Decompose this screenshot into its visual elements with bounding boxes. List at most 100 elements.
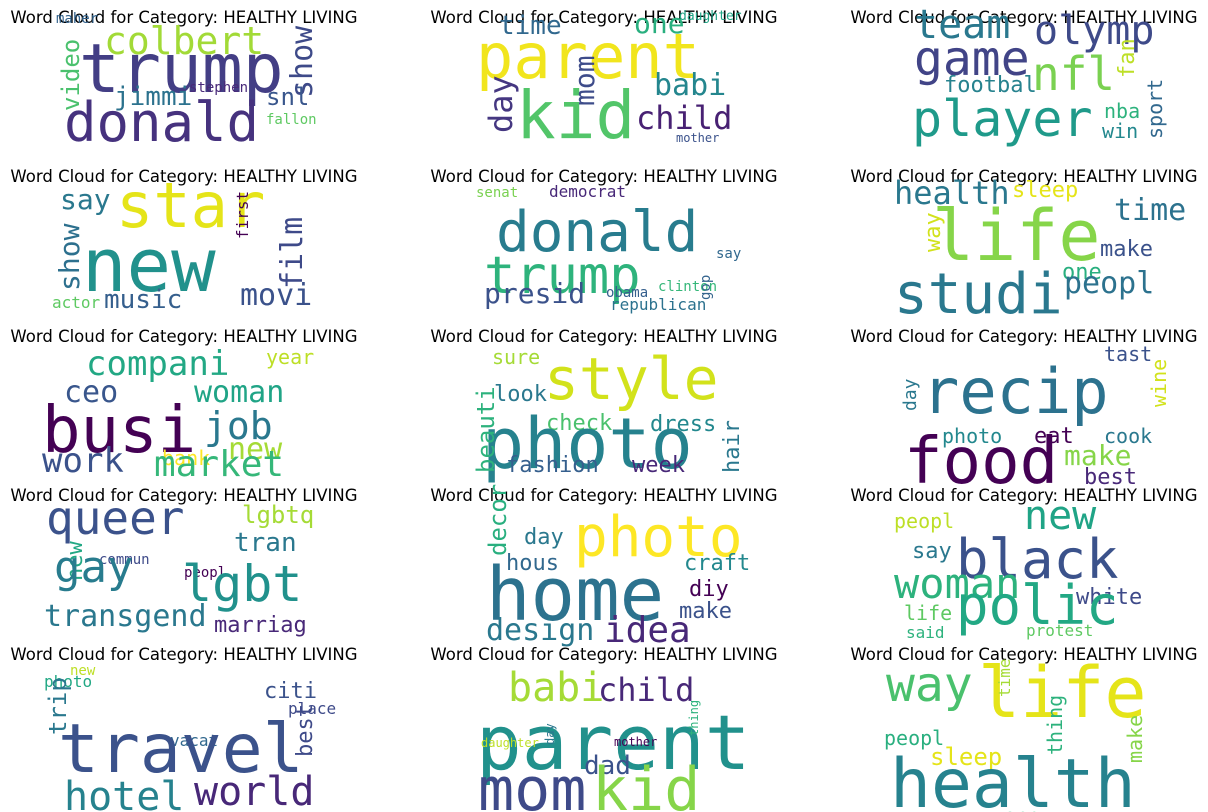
chart-title: Word Cloud for Category: HEALTHY LIVING xyxy=(850,327,1198,346)
word-lgbtq: lgbtq xyxy=(242,501,314,529)
word-thing: thing xyxy=(687,700,701,736)
word-lgbt: lgbt xyxy=(182,555,302,613)
word-sleep: sleep xyxy=(1012,178,1078,203)
word-cloud-panel: Word Cloud for Category: HEALTHY LIVING q… xyxy=(4,486,364,646)
word-peopl: peopl xyxy=(884,726,944,750)
word-kid: kid xyxy=(516,77,635,154)
word-work: work xyxy=(42,441,124,481)
word-dress: dress xyxy=(650,412,716,437)
word-cloud-panel: Word Cloud for Category: HEALTHY LIVING p… xyxy=(844,486,1204,646)
chart-title: Word Cloud for Category: HEALTHY LIVING xyxy=(10,8,358,27)
word-way: way xyxy=(886,657,973,713)
chart-title: Word Cloud for Category: HEALTHY LIVING xyxy=(430,645,778,664)
word-peopl: peopl xyxy=(1064,266,1154,301)
word-place: place xyxy=(288,699,336,718)
word-tast: tast xyxy=(1104,342,1152,366)
word-beauti: beauti xyxy=(472,386,500,473)
word-life: life xyxy=(978,652,1147,734)
word-polic: polic xyxy=(956,574,1119,637)
word-woman: woman xyxy=(194,375,284,410)
word-job: job xyxy=(204,404,273,448)
word-health: health xyxy=(894,174,1010,212)
word-daughter: daughter xyxy=(679,9,742,24)
word-design: design xyxy=(486,613,594,648)
word-game: game xyxy=(914,31,1030,87)
chart-title: Word Cloud for Category: HEALTHY LIVING xyxy=(10,167,358,186)
word-peopl: peopl xyxy=(894,509,954,533)
word-market: market xyxy=(154,444,284,485)
chart-title: Word Cloud for Category: HEALTHY LIVING xyxy=(430,486,778,505)
word-video: video xyxy=(57,39,85,111)
word-compani: compani xyxy=(86,344,229,384)
word-one: one xyxy=(634,7,685,40)
word-movi: movi xyxy=(240,278,312,313)
word-star: star xyxy=(116,169,265,242)
word-cloud-panel: Word Cloud for Category: HEALTHY LIVING r… xyxy=(844,327,1204,499)
word-fallon: fallon xyxy=(266,112,317,128)
word-cloud-panel: Word Cloud for Category: HEALTHY LIVING p… xyxy=(424,7,784,168)
word-cloud-panel: Word Cloud for Category: HEALTHY LIVING s… xyxy=(424,327,784,487)
chart-title: Word Cloud for Category: HEALTHY LIVING xyxy=(850,167,1198,186)
word-week: week xyxy=(632,453,685,478)
word-parent: parent xyxy=(476,20,700,93)
word-player: player xyxy=(912,90,1093,148)
word-democrat: democrat xyxy=(549,182,626,201)
word-team: team xyxy=(914,2,1010,48)
word-cloud-panel: Word Cloud for Category: HEALTHY LIVING w… xyxy=(844,645,1204,812)
word-way: way xyxy=(921,212,946,252)
word-day: day xyxy=(524,525,564,550)
word-clinton: clinton xyxy=(658,279,717,295)
word-time: time xyxy=(499,11,562,41)
word-health: health xyxy=(890,745,1136,812)
chart-title: Word Cloud for Category: HEALTHY LIVING xyxy=(850,645,1198,664)
word-say: say xyxy=(912,539,952,564)
word-day: day xyxy=(900,378,921,411)
word-sure: sure xyxy=(492,345,540,369)
word-cook: cook xyxy=(1104,424,1152,448)
word-best: best xyxy=(1084,465,1137,490)
word-make: make xyxy=(679,599,732,624)
word-dad: dad xyxy=(584,751,631,781)
chart-title: Word Cloud for Category: HEALTHY LIVING xyxy=(10,327,358,346)
word-new: new xyxy=(70,663,96,679)
word-actor: actor xyxy=(52,293,101,312)
word-new: new xyxy=(228,432,283,467)
word-mother: mother xyxy=(676,131,719,145)
word-one: one xyxy=(1004,804,1040,812)
word-hous: hous xyxy=(506,551,559,576)
word-fan: fan xyxy=(1115,38,1140,78)
word-studi: studi xyxy=(894,262,1063,327)
word-parent: parent xyxy=(476,698,751,787)
word-day: day xyxy=(482,75,520,133)
word-gop: gop xyxy=(698,275,714,300)
word-jimmi: jimmi xyxy=(114,82,192,112)
word-cloud-panel: Word Cloud for Category: HEALTHY LIVING p… xyxy=(4,645,364,812)
word-make: make xyxy=(1123,715,1147,763)
word-mom: mom xyxy=(478,755,586,812)
word-life: life xyxy=(932,195,1101,277)
word-marriag: marriag xyxy=(214,613,307,638)
chart-title: Word Cloud for Category: HEALTHY LIVING xyxy=(430,167,778,186)
chart-title: Word Cloud for Category: HEALTHY LIVING xyxy=(10,645,358,664)
word-trump: trump xyxy=(484,246,641,306)
word-new: new xyxy=(63,541,88,581)
word-footbal: footbal xyxy=(944,73,1037,98)
word-cloud-panel: Word Cloud for Category: HEALTHY LIVING s… xyxy=(424,167,784,327)
chart-title: Word Cloud for Category: HEALTHY LIVING xyxy=(430,8,778,27)
word-day: day xyxy=(543,723,557,745)
word-child: child xyxy=(636,99,732,137)
word-best: best xyxy=(293,704,318,757)
word-trump: trump xyxy=(79,30,284,109)
word-said: said xyxy=(906,623,945,642)
word-busi: busi xyxy=(42,394,196,468)
word-wine: wine xyxy=(1147,359,1171,407)
word-photo: photo xyxy=(44,672,92,691)
word-fashion: fashion xyxy=(506,453,599,478)
word-bank: bank xyxy=(162,446,210,470)
word-snl: snl xyxy=(266,83,309,111)
